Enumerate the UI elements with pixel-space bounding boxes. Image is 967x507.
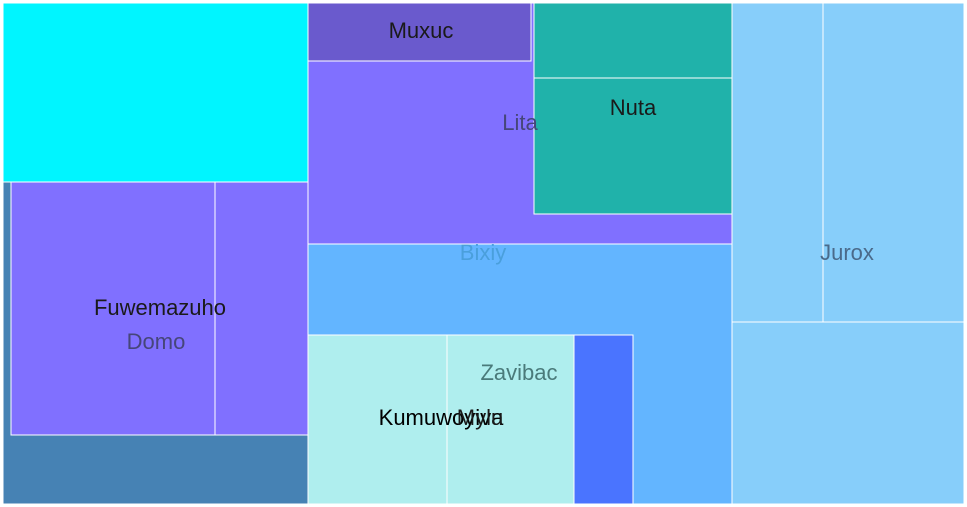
leaf-rect-muxuc (307, 2, 532, 62)
treemap-labels: Fuwemazuho Domo Muxuc Nuta Lita Bixiy Kumuwoyi… (94, 18, 874, 430)
leaf-rect-nuta (533, 77, 733, 215)
leaf-rect-jurox-0 (731, 2, 824, 323)
group-label-domo: Domo (127, 329, 186, 354)
leaf-label-muxuc: Muxuc (389, 18, 454, 43)
leaf-label-kumuwoyiva: Kumuwoyiva (379, 405, 504, 430)
group-label-zavibac: Zavibac (480, 360, 557, 385)
leaf-label-fuwemazuho: Fuwemazuho (94, 295, 226, 320)
leaf-rect-lita-1 (533, 2, 733, 79)
leaf-rect-domo-2 (214, 181, 309, 436)
leaf-label-nuta: Nuta (610, 95, 657, 120)
leaf-rect-mylu (446, 334, 575, 505)
leaf-rect-fuwemazuho (10, 181, 216, 436)
leaf-rect-domo-0 (2, 2, 309, 183)
group-label-jurox: Jurox (820, 240, 874, 265)
leaf-label-mylu: Mylu (457, 405, 503, 430)
group-label-bixiy: Bixiy (460, 240, 506, 265)
leaf-rect-jurox-1 (822, 2, 965, 323)
group-label-lita: Lita (502, 110, 538, 135)
